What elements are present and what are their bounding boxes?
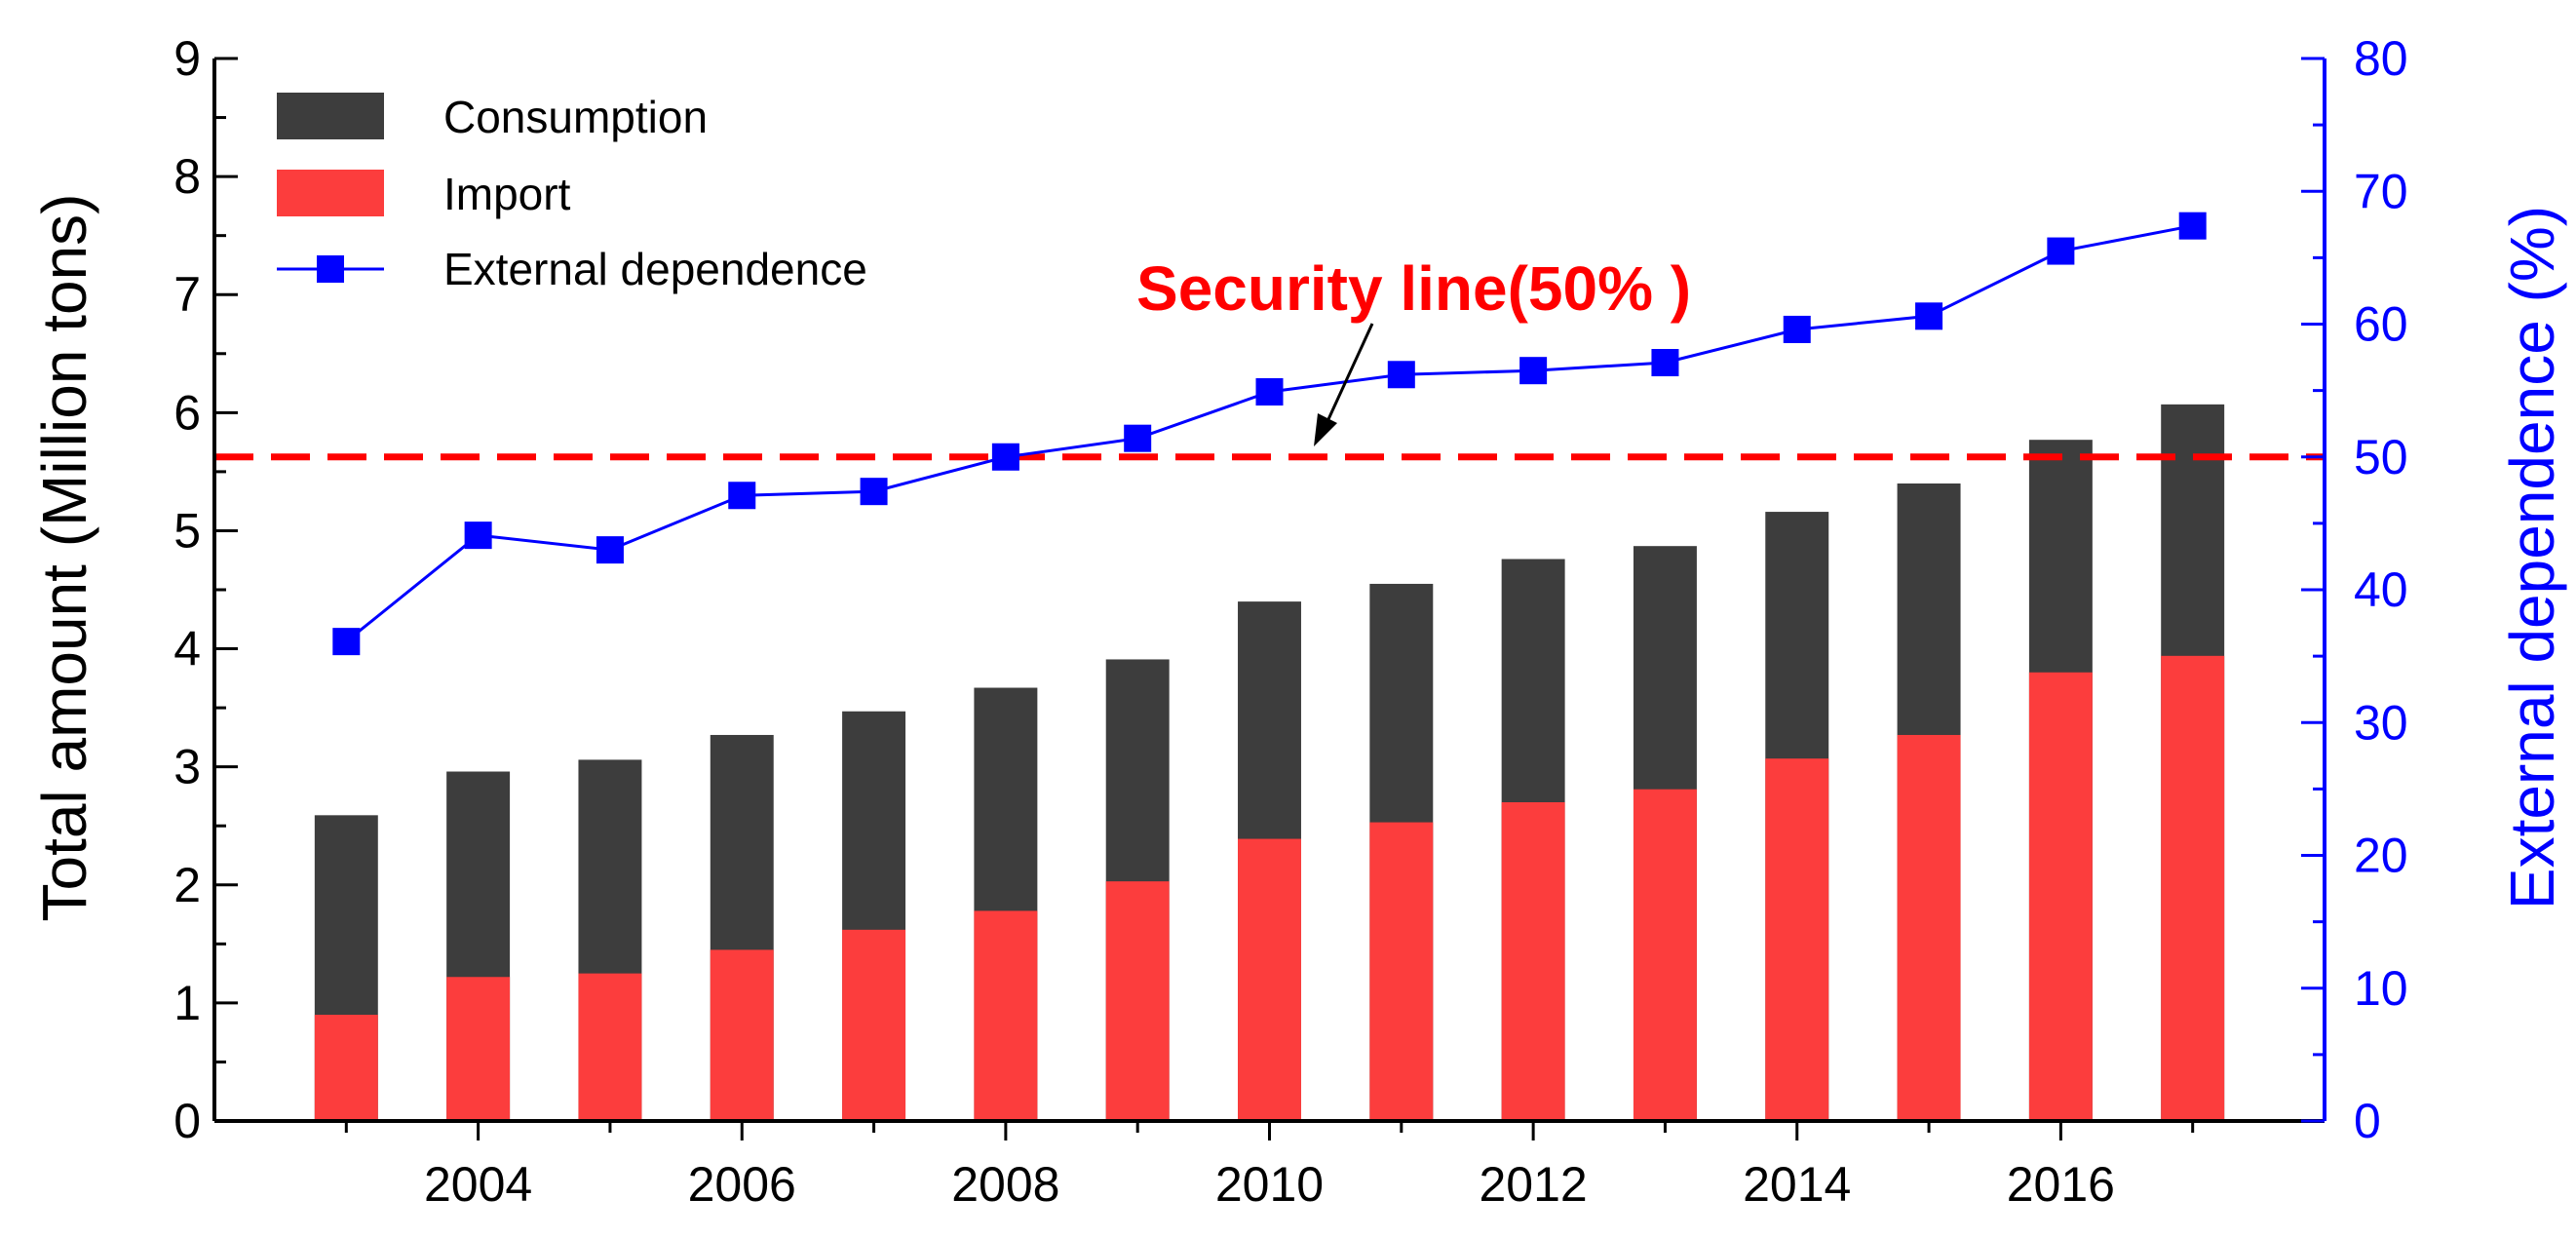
bar-import-2015 bbox=[1897, 734, 1961, 1121]
right-tick-label: 0 bbox=[2354, 1094, 2381, 1148]
right-tick-label: 10 bbox=[2354, 961, 2408, 1016]
x-tick-label: 2016 bbox=[2007, 1157, 2115, 1212]
left-tick-label: 2 bbox=[173, 858, 201, 912]
left-tick-label: 6 bbox=[173, 385, 201, 440]
bar-import-2014 bbox=[1765, 758, 1829, 1121]
dependence-point-2016 bbox=[2047, 237, 2075, 265]
legend-label-dependence: External dependence bbox=[443, 244, 867, 294]
right-axis-title: External dependence (%) bbox=[2497, 206, 2567, 909]
bar-import-2006 bbox=[710, 949, 774, 1121]
left-axis-title: Total amount (Million tons) bbox=[29, 194, 99, 922]
bar-import-2004 bbox=[446, 977, 511, 1121]
bar-import-2003 bbox=[314, 1015, 378, 1121]
right-tick-label: 60 bbox=[2354, 297, 2408, 352]
bars-layer bbox=[314, 404, 2225, 1121]
left-tick-label: 7 bbox=[173, 267, 201, 322]
bar-import-2007 bbox=[842, 929, 906, 1121]
x-tick-label: 2008 bbox=[951, 1157, 1059, 1212]
right-tick-label: 20 bbox=[2354, 829, 2408, 883]
right-tick-label: 40 bbox=[2354, 562, 2408, 617]
legend-marker-dependence bbox=[317, 255, 344, 283]
dependence-point-2010 bbox=[1255, 377, 1284, 406]
dependence-point-2008 bbox=[991, 443, 1019, 471]
bar-import-2011 bbox=[1369, 822, 1434, 1121]
legend-swatch-consumption bbox=[277, 93, 384, 139]
left-tick-label: 0 bbox=[173, 1094, 201, 1148]
dependence-point-2007 bbox=[860, 478, 888, 506]
right-tick-label: 30 bbox=[2354, 695, 2408, 750]
security-line-arrow bbox=[1314, 323, 1374, 446]
dependence-point-2009 bbox=[1124, 424, 1152, 452]
dependence-point-2004 bbox=[464, 522, 492, 550]
bar-import-2016 bbox=[2028, 672, 2093, 1121]
bar-import-2013 bbox=[1633, 789, 1697, 1121]
right-tick-label: 70 bbox=[2354, 164, 2408, 218]
x-tick-label: 2010 bbox=[1215, 1157, 1324, 1212]
dependence-point-2003 bbox=[332, 628, 361, 656]
dependence-point-2006 bbox=[728, 482, 756, 510]
bar-import-2012 bbox=[1501, 802, 1565, 1121]
axes-layer: 0 1 2 3 4 5 6 7 8 9 0 10 20 30 40 50 60 70 80 2004 2006 2008 2… bbox=[173, 31, 2407, 1212]
bar-import-2010 bbox=[1238, 838, 1301, 1121]
bar-import-2005 bbox=[578, 973, 642, 1121]
legend: Consumption Import External dependence bbox=[277, 92, 867, 294]
dependence-point-2017 bbox=[2178, 212, 2207, 240]
bar-import-2009 bbox=[1105, 881, 1170, 1121]
dependence-point-2015 bbox=[1915, 302, 1943, 330]
left-tick-label: 5 bbox=[173, 503, 201, 558]
left-tick-label: 3 bbox=[173, 740, 201, 794]
dependence-point-2005 bbox=[596, 536, 624, 564]
left-tick-label: 1 bbox=[173, 976, 201, 1030]
x-tick-label: 2014 bbox=[1743, 1157, 1851, 1212]
dependence-point-2012 bbox=[1519, 357, 1548, 385]
dependence-point-2011 bbox=[1387, 361, 1415, 389]
left-tick-label: 9 bbox=[173, 31, 201, 86]
bar-import-2008 bbox=[974, 910, 1038, 1121]
right-tick-label: 50 bbox=[2354, 430, 2408, 484]
dependence-point-2014 bbox=[1783, 315, 1811, 343]
left-tick-label: 4 bbox=[173, 622, 201, 676]
x-tick-label: 2006 bbox=[688, 1157, 796, 1212]
x-tick-label: 2004 bbox=[424, 1157, 532, 1212]
legend-label-import: Import bbox=[443, 169, 571, 219]
bar-import-2017 bbox=[2161, 655, 2225, 1121]
right-tick-label: 80 bbox=[2354, 31, 2408, 86]
x-tick-label: 2012 bbox=[1480, 1157, 1588, 1212]
left-tick-label: 8 bbox=[173, 149, 201, 204]
dependence-point-2013 bbox=[1651, 349, 1679, 377]
dependence-line-layer bbox=[332, 212, 2207, 656]
security-line-label: Security line(50% ) bbox=[1136, 253, 1691, 324]
legend-swatch-import bbox=[277, 170, 384, 216]
legend-label-consumption: Consumption bbox=[443, 92, 708, 142]
